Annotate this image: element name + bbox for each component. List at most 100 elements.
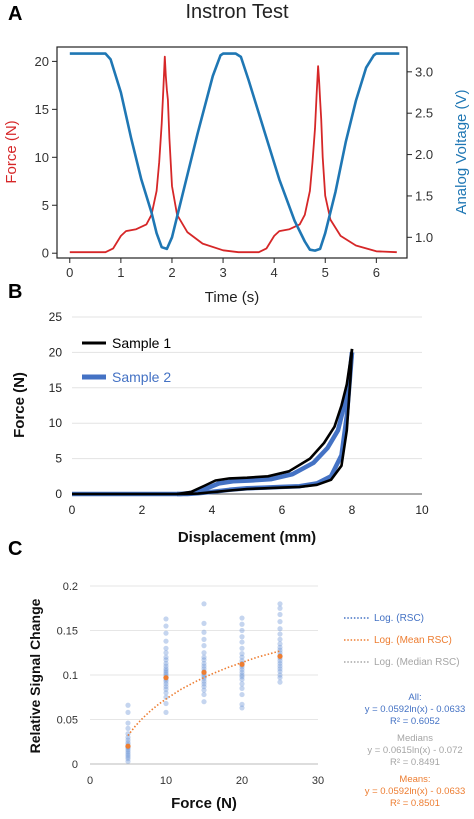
chart-a-ytick-right-label: 2.0 xyxy=(415,147,433,162)
chart-c-annotation-line: y = 0.0615ln(x) - 0.072 xyxy=(367,745,462,756)
chart-c-point xyxy=(277,644,283,651)
chart-c-point xyxy=(239,651,245,657)
chart-c-legend-label: Log. (Mean RSC) xyxy=(374,635,452,646)
chart-c-point xyxy=(125,720,131,726)
chart-c-point xyxy=(163,630,169,636)
chart-c-point xyxy=(163,709,169,715)
chart-c-point xyxy=(239,691,245,698)
chart-c-point xyxy=(125,754,131,760)
chart-b-loading-curve xyxy=(72,348,354,496)
chart-a-ytick-right-label: 3.0 xyxy=(415,64,433,79)
chart-c-annotation-line: Means: xyxy=(399,774,430,785)
chart-b-xtick-label: 4 xyxy=(209,503,216,517)
chart-c-xtick-label: 30 xyxy=(312,775,324,787)
chart-c-point xyxy=(239,685,245,691)
chart-b-unloading-curve xyxy=(177,348,354,496)
chart-c-point xyxy=(163,616,169,622)
chart-b: Displacement (mm) Force (N) 0 2 4 6 8 10 0 5 10… xyxy=(11,310,429,546)
chart-c-point xyxy=(239,654,245,660)
chart-a-ytick-right-label: 1.5 xyxy=(415,188,433,203)
chart-c-point xyxy=(277,666,283,672)
chart-c-point xyxy=(201,601,207,607)
chart-c-mean-point xyxy=(125,743,131,749)
chart-c-annotation-line: R² = 0.8501 xyxy=(390,798,440,809)
chart-c-point xyxy=(125,709,131,715)
chart-a-xtick-label: 3 xyxy=(219,265,226,280)
chart-b-xtick-label: 0 xyxy=(69,503,76,517)
chart-a-xlabel: Time (s) xyxy=(205,289,259,306)
chart-c-legend-label: Log. (Median RSC) xyxy=(374,657,460,668)
chart-c-point xyxy=(163,660,169,667)
chart-c-point xyxy=(277,626,283,632)
chart-c-point xyxy=(277,605,283,611)
chart-c-point xyxy=(163,623,169,629)
chart-c-point xyxy=(201,660,207,667)
chart-b-xtick-label: 6 xyxy=(279,503,286,517)
chart-a-series-line xyxy=(69,55,397,254)
chart-c-xtick-label: 20 xyxy=(236,775,248,787)
chart-c-annotation-line: y = 0.0592ln(x) - 0.0633 xyxy=(365,704,466,715)
chart-a-xtick-label: 4 xyxy=(271,265,278,280)
panel-label-c: C xyxy=(8,538,22,560)
chart-a-ytick-left-label: 20 xyxy=(35,54,49,69)
chart-c-point xyxy=(239,681,245,687)
chart-c-point xyxy=(163,686,169,692)
chart-c-point xyxy=(277,636,283,643)
chart-c-point xyxy=(239,634,245,640)
chart-c-point xyxy=(201,681,207,687)
chart-c-point xyxy=(277,611,283,618)
chart-c-point xyxy=(125,748,131,755)
chart-c-point xyxy=(239,669,245,675)
panel-label-b: B xyxy=(8,281,22,303)
chart-c-point xyxy=(125,747,131,753)
chart-c-point xyxy=(239,701,245,707)
chart-c-point xyxy=(277,668,283,675)
chart-b-ytick-label: 25 xyxy=(49,310,63,324)
chart-c-point xyxy=(239,615,245,621)
chart-c-point xyxy=(277,672,283,678)
chart-c-point xyxy=(277,679,283,685)
chart-b-legend-label: Sample 2 xyxy=(112,369,171,385)
chart-a-ytick-right-label: 2.5 xyxy=(415,106,433,121)
chart-a-frame xyxy=(56,46,408,259)
chart-c-legend: Log. (RSC) Log. (Mean RSC) Log. (Median RS… xyxy=(344,613,460,668)
chart-a-xtick-label: 2 xyxy=(168,265,175,280)
chart-c-annotation-line: R² = 0.6052 xyxy=(390,716,440,727)
chart-b-ylabel: Force (N) xyxy=(11,372,28,438)
chart-b-ytick-label: 5 xyxy=(55,452,62,466)
chart-c-point xyxy=(201,629,207,635)
chart-c-mean-point xyxy=(201,669,207,675)
chart-c-point xyxy=(277,658,283,664)
panel-label-a: A xyxy=(8,3,22,25)
chart-b-xtick-label: 8 xyxy=(349,503,356,517)
chart-c-point xyxy=(201,675,207,682)
chart-c-point xyxy=(239,627,245,634)
chart-b-xtick-label: 10 xyxy=(415,503,429,517)
chart-c-point xyxy=(201,683,207,690)
chart-a: Instron Test Time (s) Force (N) Analog V… xyxy=(3,1,470,306)
chart-a-xtick-label: 5 xyxy=(322,265,329,280)
chart-c-point xyxy=(201,678,207,684)
chart-c-point xyxy=(277,619,283,625)
chart-c-point xyxy=(239,645,245,651)
chart-c-point xyxy=(201,654,207,660)
chart-a-ytick-right-label: 1.0 xyxy=(415,230,433,245)
chart-c-point xyxy=(125,756,131,762)
chart-c-point xyxy=(125,725,131,732)
chart-c-point xyxy=(163,700,169,707)
chart-a-xtick-label: 6 xyxy=(373,265,380,280)
chart-c-point xyxy=(201,666,207,672)
chart-c-ylabel: Relative Signal Change xyxy=(27,598,43,753)
chart-c-xtick-label: 10 xyxy=(160,775,172,787)
chart-c-point xyxy=(125,750,131,756)
chart-c-point xyxy=(239,674,245,680)
chart-b-xtick-label: 2 xyxy=(139,503,146,517)
chart-c-annotation-line: All: xyxy=(408,692,421,703)
chart-c-point xyxy=(163,654,169,660)
chart-c-point xyxy=(239,705,245,711)
chart-c-ytick-label: 0.15 xyxy=(57,626,78,638)
chart-c-point xyxy=(277,631,283,637)
chart-c-point xyxy=(163,638,169,644)
chart-c-point xyxy=(125,702,131,708)
chart-c-point xyxy=(163,683,169,690)
